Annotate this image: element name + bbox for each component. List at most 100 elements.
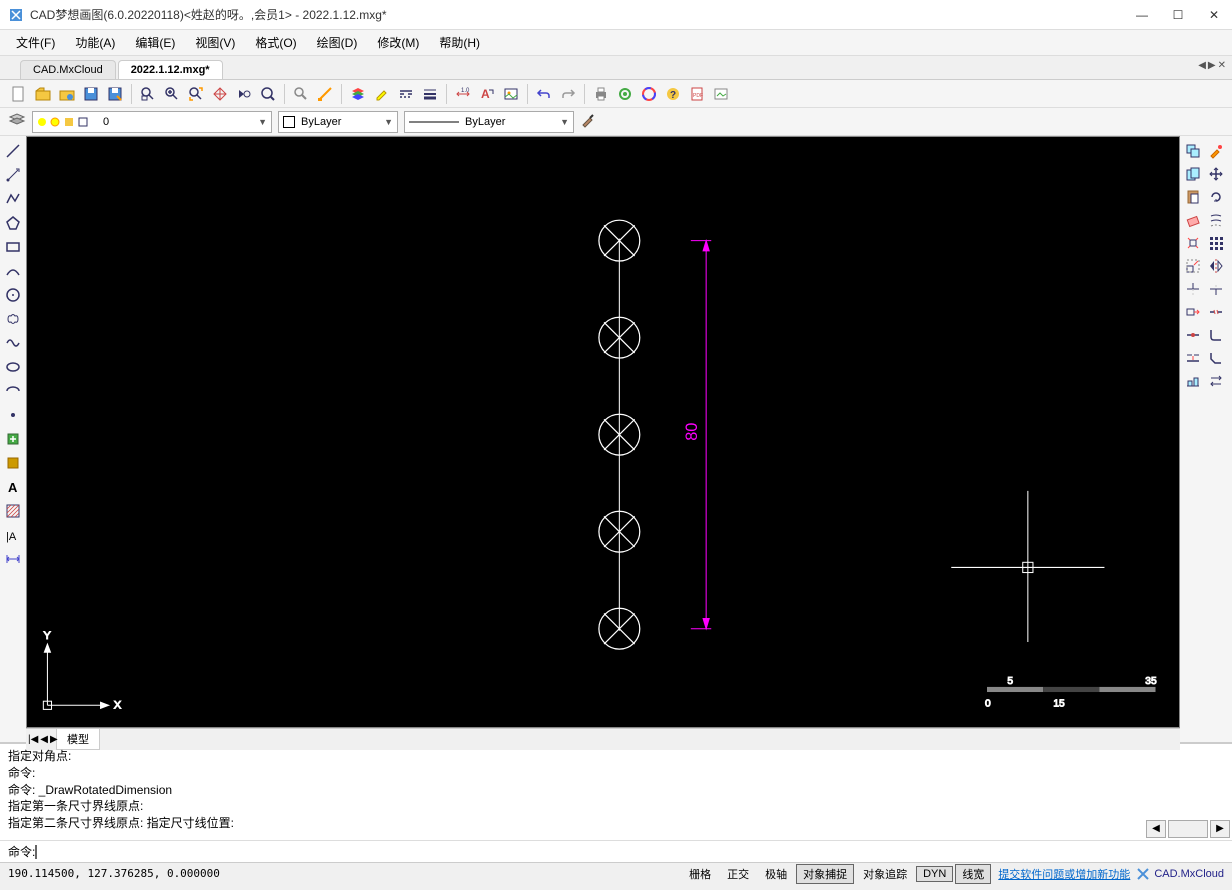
export-image-button[interactable] — [710, 83, 732, 105]
ellipse-tool[interactable] — [2, 356, 24, 378]
toggle-osnap[interactable]: 对象捕捉 — [796, 864, 854, 884]
hatch-tool[interactable] — [2, 500, 24, 522]
brush-button[interactable] — [580, 112, 596, 131]
break-at-point-tool[interactable] — [1182, 324, 1204, 346]
toggle-lineweight[interactable]: 线宽 — [955, 864, 991, 884]
polygon-tool[interactable] — [2, 212, 24, 234]
line-tool[interactable] — [2, 140, 24, 162]
toggle-grid[interactable]: 栅格 — [682, 864, 718, 884]
cmd-scroll-thumb[interactable] — [1168, 820, 1208, 838]
explode-tool[interactable] — [1182, 232, 1204, 254]
minimize-button[interactable]: — — [1132, 5, 1152, 25]
copy-clip-tool[interactable] — [1182, 163, 1204, 185]
tab-prev-icon[interactable]: ◀ — [1198, 60, 1206, 71]
layer-dropdown[interactable]: 0 ▼ — [32, 111, 272, 133]
cmd-scroll-left-icon[interactable]: ◀ — [1146, 820, 1166, 838]
dimension-style-button[interactable]: 1.0 — [452, 83, 474, 105]
spline-tool[interactable] — [2, 332, 24, 354]
point-tool[interactable] — [2, 404, 24, 426]
scale-tool[interactable] — [1182, 255, 1204, 277]
block-create-tool[interactable] — [2, 452, 24, 474]
break-tool[interactable] — [1205, 301, 1227, 323]
tab-cloud[interactable]: CAD.MxCloud — [20, 60, 116, 79]
menu-modify[interactable]: 修改(M) — [369, 32, 427, 53]
save-button[interactable] — [80, 83, 102, 105]
menu-function[interactable]: 功能(A) — [67, 32, 123, 53]
revcloud-tool[interactable] — [2, 308, 24, 330]
polyline-tool[interactable] — [2, 188, 24, 210]
mtext-tool[interactable]: |A — [2, 524, 24, 546]
array-tool[interactable] — [1205, 232, 1227, 254]
linetype-dropdown[interactable]: ByLayer ▼ — [404, 111, 574, 133]
redo-button[interactable] — [557, 83, 579, 105]
image-button[interactable] — [500, 83, 522, 105]
extend-tool[interactable] — [1205, 278, 1227, 300]
feedback-link[interactable]: 提交软件问题或增加新功能 — [998, 866, 1130, 882]
save-as-button[interactable] — [104, 83, 126, 105]
help-button[interactable]: ? — [662, 83, 684, 105]
text-style-button[interactable]: A — [476, 83, 498, 105]
block-insert-tool[interactable] — [2, 428, 24, 450]
circle-tool[interactable] — [2, 284, 24, 306]
open-cloud-button[interactable] — [56, 83, 78, 105]
export-pdf-button[interactable]: PDF — [686, 83, 708, 105]
reverse-tool[interactable] — [1205, 370, 1227, 392]
offset-tool[interactable] — [1205, 209, 1227, 231]
menu-view[interactable]: 视图(V) — [187, 32, 243, 53]
stretch-tool[interactable] — [1182, 301, 1204, 323]
color-wheel-button[interactable] — [638, 83, 660, 105]
copy-tool[interactable] — [1182, 140, 1204, 162]
join-tool[interactable] — [1182, 347, 1204, 369]
match-properties-tool[interactable] — [1205, 140, 1227, 162]
color-dropdown[interactable]: ByLayer ▼ — [278, 111, 398, 133]
tab-current-file[interactable]: 2022.1.12.mxg* — [118, 60, 223, 79]
erase-tool[interactable] — [1182, 209, 1204, 231]
menu-help[interactable]: 帮助(H) — [431, 32, 488, 53]
tab-close-icon[interactable]: ✕ — [1218, 60, 1226, 71]
chamfer-tool[interactable] — [1205, 347, 1227, 369]
ellipse-arc-tool[interactable] — [2, 380, 24, 402]
rectangle-tool[interactable] — [2, 236, 24, 258]
trim-tool[interactable] — [1182, 278, 1204, 300]
pan-button[interactable] — [209, 83, 231, 105]
paste-tool[interactable] — [1182, 186, 1204, 208]
move-tool[interactable] — [1205, 163, 1227, 185]
align-tool[interactable] — [1182, 370, 1204, 392]
highlight-button[interactable] — [371, 83, 393, 105]
text-tool[interactable]: A — [2, 476, 24, 498]
linetype-button[interactable] — [395, 83, 417, 105]
ray-tool[interactable] — [2, 164, 24, 186]
open-button[interactable] — [32, 83, 54, 105]
print-button[interactable] — [590, 83, 612, 105]
settings-button[interactable] — [614, 83, 636, 105]
drawing-canvas[interactable]: 80 Y X — [26, 136, 1180, 728]
lineweight-button[interactable] — [419, 83, 441, 105]
zoom-window-button[interactable] — [137, 83, 159, 105]
zoom-in-button[interactable] — [161, 83, 183, 105]
toggle-otrack[interactable]: 对象追踪 — [856, 864, 914, 884]
menu-file[interactable]: 文件(F) — [8, 32, 63, 53]
zoom-extents-button[interactable] — [185, 83, 207, 105]
dimension-tool[interactable] — [2, 548, 24, 570]
fillet-tool[interactable] — [1205, 324, 1227, 346]
menu-edit[interactable]: 编辑(E) — [127, 32, 183, 53]
new-button[interactable] — [8, 83, 30, 105]
close-button[interactable]: ✕ — [1204, 5, 1224, 25]
toggle-ortho[interactable]: 正交 — [720, 864, 756, 884]
toggle-dyn[interactable]: DYN — [916, 866, 953, 882]
toggle-polar[interactable]: 极轴 — [758, 864, 794, 884]
arc-tool[interactable] — [2, 260, 24, 282]
layer-manager-button[interactable] — [8, 111, 26, 132]
cmd-scroll-right-icon[interactable]: ▶ — [1210, 820, 1230, 838]
zoom-realtime-button[interactable] — [257, 83, 279, 105]
undo-button[interactable] — [533, 83, 555, 105]
find-button[interactable] — [290, 83, 312, 105]
mirror-tool[interactable] — [1205, 255, 1227, 277]
layers-button[interactable] — [347, 83, 369, 105]
command-input[interactable] — [37, 845, 1224, 859]
menu-draw[interactable]: 绘图(D) — [309, 32, 366, 53]
rotate-tool[interactable] — [1205, 186, 1227, 208]
maximize-button[interactable]: ☐ — [1168, 5, 1188, 25]
menu-format[interactable]: 格式(O) — [247, 32, 304, 53]
measure-button[interactable] — [314, 83, 336, 105]
